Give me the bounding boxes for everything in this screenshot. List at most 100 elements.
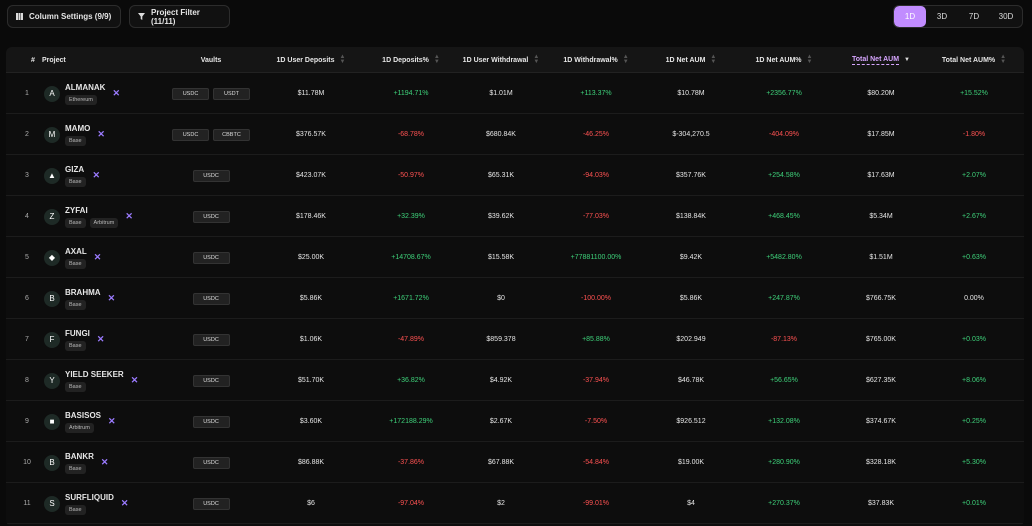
timeframe-1d[interactable]: 1D (894, 6, 926, 27)
chain-chips: Arbitrum (65, 422, 101, 433)
project-cell[interactable]: M MAMO Base ✕ (44, 114, 164, 155)
table-row[interactable]: 1 A ALMANAK Ethereum ✕ USDC USDT $11.78M +1194.7… (6, 73, 1024, 114)
project-cell[interactable]: ▲ GIZA Base ✕ (44, 155, 164, 196)
col-header-deposits-pct[interactable]: 1D Deposits% ▲ ▼ (361, 47, 461, 73)
project-info: AXAL Base (65, 247, 87, 269)
cell-depp: +14708.67% (391, 254, 431, 261)
timeframe-3d[interactable]: 3D (936, 12, 948, 21)
col-header-vaults: Vaults (200, 56, 222, 64)
cell-depp: -47.89% (397, 336, 425, 343)
project-cell[interactable]: B BANKR Base ✕ (44, 442, 164, 483)
table-row[interactable]: 10 B BANKR Base ✕ USDC $86.88K -37.86% $67.88K -5… (6, 442, 1024, 483)
column-settings-button[interactable]: Column Settings (9/9) (7, 5, 121, 28)
col-header-net-aum-pct[interactable]: 1D Net AUM% ▲ ▼ (734, 47, 834, 73)
table-row[interactable]: 3 ▲ GIZA Base ✕ USDC $423.07K -50.97% $65.31K -94… (6, 155, 1024, 196)
cell-totp: 0.00% (964, 295, 984, 302)
cell-wd: $39.62K (487, 213, 515, 220)
vault-chip: USDT (213, 87, 250, 100)
chain-chips: Ethereum (65, 94, 105, 105)
project-filter-label: Project Filter (11/11) (151, 7, 200, 26)
x-social-icon[interactable]: ✕ (120, 498, 129, 508)
x-social-icon[interactable]: ✕ (130, 375, 139, 385)
project-info: SURFLIQUID Base (65, 493, 114, 515)
chain-chips: Base (65, 381, 124, 392)
timeframe-30d[interactable]: 30D (998, 12, 1014, 21)
vaults-cell: USDC (161, 278, 261, 319)
col-header-total-net-aum-pct[interactable]: Total Net AUM% ▲ ▼ (924, 47, 1024, 73)
row-rank: 1 (25, 90, 29, 97)
row-rank: 3 (25, 172, 29, 179)
cell-tot: $17.63M (867, 172, 895, 179)
x-social-icon[interactable]: ✕ (108, 416, 116, 426)
cell-wdp: -37.94% (582, 377, 610, 384)
x-social-icon[interactable]: ✕ (112, 88, 120, 98)
chain-chips: Base (65, 176, 86, 187)
table-row[interactable]: 11 S SURFLIQUID Base ✕ USDC $6 -97.04% $2 -99.01%… (6, 483, 1024, 524)
table-row[interactable]: 5 ◆ AXAL Base ✕ USDC $25.00K +14708.67% $15.58K +… (6, 237, 1024, 278)
cell-wd: $4.92K (489, 377, 513, 384)
vault-chip: USDC (192, 415, 230, 428)
table-row[interactable]: 4 Z ZYFAI Base Arbitrum ✕ USDC $178.46K +32.39% $… (6, 196, 1024, 237)
vault-chip: USDC (192, 497, 230, 510)
cell-depp: -50.97% (397, 172, 425, 179)
project-filter-button[interactable]: Project Filter (11/11) (129, 5, 230, 28)
project-name: SURFLIQUID (65, 492, 114, 502)
project-logo-glyph: B (49, 458, 55, 467)
sort-icon: ▲ ▼ (622, 54, 629, 65)
table-row[interactable]: 9 ■ BASISOS Arbitrum ✕ USDC $3.60K +172188.29% $… (6, 401, 1024, 442)
project-cell[interactable]: Y YIELD SEEKER Base ✕ (44, 360, 164, 401)
col-header-user-withdrawal[interactable]: 1D User Withdrawal ▲ ▼ (451, 47, 551, 73)
project-cell[interactable]: B BRAHMA Base ✕ (44, 278, 164, 319)
timeframe-selector: 1D 3D 7D 30D (893, 5, 1023, 28)
cell-totp: +2.67% (962, 213, 986, 220)
project-logo-glyph: Z (49, 212, 55, 221)
sort-icon: ▲ ▼ (339, 54, 346, 65)
project-logo-glyph: M (48, 130, 56, 139)
col-header-rank: # (31, 56, 35, 64)
project-cell[interactable]: ◆ AXAL Base ✕ (44, 237, 164, 278)
cell-netp: -87.13% (770, 336, 798, 343)
cell-wdp: -94.03% (582, 172, 610, 179)
table-row[interactable]: 2 M MAMO Base ✕ USDC CBBTC $376.57K -68.78% $680.… (6, 114, 1024, 155)
cell-tot: $5.34M (869, 213, 893, 220)
x-social-icon[interactable]: ✕ (93, 252, 102, 262)
sort-icon: ▲ ▼ (433, 54, 440, 65)
project-cell[interactable]: ■ BASISOS Arbitrum ✕ (44, 401, 164, 442)
col-header-user-deposits[interactable]: 1D User Deposits ▲ ▼ (261, 47, 361, 73)
x-social-icon[interactable]: ✕ (97, 129, 105, 139)
x-social-icon[interactable]: ✕ (92, 170, 101, 180)
col-header-label: 1D Withdrawal% (563, 56, 618, 64)
col-header-total-net-aum[interactable]: Total Net AUM ▼ (831, 47, 931, 73)
row-rank: 7 (25, 336, 29, 343)
chain-chip: Base (65, 463, 86, 474)
timeframe-7d[interactable]: 7D (968, 12, 980, 21)
cell-tot: $37.83K (867, 500, 895, 507)
table-row[interactable]: 7 F FUNGI Base ✕ USDC $1.06K -47.89% $859.378 +85… (6, 319, 1024, 360)
project-cell[interactable]: S SURFLIQUID Base ✕ (44, 483, 164, 524)
col-header-net-aum[interactable]: 1D Net AUM ▲ ▼ (641, 47, 741, 73)
x-social-icon[interactable]: ✕ (96, 334, 105, 344)
cell-dep: $1.06K (299, 336, 323, 343)
table-row[interactable]: 6 B BRAHMA Base ✕ USDC $5.86K +1671.72% $0 -100.0… (6, 278, 1024, 319)
cell-netp: +5482.80% (766, 254, 802, 261)
project-info: BRAHMA Base (65, 288, 101, 310)
x-social-icon[interactable]: ✕ (100, 457, 109, 467)
chain-chip: Base (65, 299, 86, 310)
cell-totp: +8.06% (962, 377, 986, 384)
x-social-icon[interactable]: ✕ (125, 211, 133, 221)
project-cell[interactable]: Z ZYFAI Base Arbitrum ✕ (44, 196, 164, 237)
x-social-icon[interactable]: ✕ (107, 293, 116, 303)
project-cell[interactable]: F FUNGI Base ✕ (44, 319, 164, 360)
cell-wdp: -54.84% (582, 459, 610, 466)
col-header-label: 1D Net AUM (665, 56, 706, 64)
col-header-withdrawal-pct[interactable]: 1D Withdrawal% ▲ ▼ (546, 47, 646, 73)
project-name: AXAL (65, 246, 87, 256)
project-logo-glyph: ◆ (48, 253, 56, 262)
project-cell[interactable]: A ALMANAK Ethereum ✕ (44, 73, 164, 114)
vaults-cell: USDC (161, 483, 261, 524)
toolbar: Column Settings (9/9) Project Filter (11… (0, 0, 1032, 40)
project-name: ZYFAI (65, 205, 88, 215)
cell-dep: $6 (307, 500, 315, 507)
project-info: FUNGI Base (65, 329, 90, 351)
table-row[interactable]: 8 Y YIELD SEEKER Base ✕ USDC $51.70K +36.82% $4.… (6, 360, 1024, 401)
